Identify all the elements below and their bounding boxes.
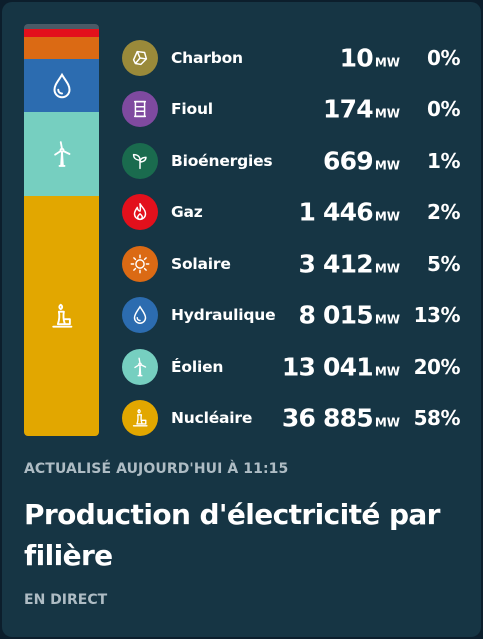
bar-segment-hydraulique: [24, 59, 99, 112]
list-item-fioul[interactable]: Fioul 174 MW 0%: [122, 84, 462, 136]
flame-icon: [122, 194, 158, 231]
power-unit: MW: [374, 415, 400, 430]
power-unit: MW: [374, 158, 400, 173]
water-drop-icon: [52, 72, 71, 98]
sprout-icon: [122, 142, 158, 179]
card-title: Production d'électricité par filière: [24, 498, 440, 572]
source-power: 8 015 MW: [299, 301, 400, 330]
power-unit: MW: [374, 209, 400, 224]
source-name: Éolien: [171, 357, 224, 376]
source-name: Nucléaire: [171, 409, 253, 428]
source-percentage: 0%: [427, 97, 460, 122]
coal-icon: [122, 39, 158, 76]
source-percentage: 2%: [427, 200, 460, 225]
power-value: 13 041: [281, 352, 374, 382]
power-value: 174: [323, 94, 374, 124]
wind-turbine-icon: [122, 348, 158, 385]
source-name: Charbon: [171, 48, 243, 67]
source-power: 36 885 MW: [282, 404, 400, 433]
power-unit: MW: [374, 312, 400, 327]
power-value: 8 015: [298, 300, 374, 330]
power-value: 1 446: [298, 197, 374, 227]
power-value: 10: [339, 43, 374, 73]
power-unit: MW: [374, 261, 400, 276]
bar-segment-nucleaire: [24, 196, 99, 436]
source-name: Gaz: [171, 203, 203, 222]
list-item-nucleaire[interactable]: Nucléaire 36 885 MW 58%: [122, 393, 462, 445]
source-power: 10 MW: [340, 43, 400, 72]
source-percentage: 0%: [427, 45, 460, 70]
sun-icon: [122, 245, 158, 282]
source-percentage: 58%: [413, 406, 461, 431]
power-unit: MW: [374, 55, 400, 70]
list-item-solaire[interactable]: Solaire 3 412 MW 5%: [122, 238, 462, 290]
list-item-eolien[interactable]: Éolien 13 041 MW 20%: [122, 341, 462, 393]
source-power: 1 446 MW: [299, 198, 400, 227]
power-value: 36 885: [281, 403, 374, 433]
bar-segment-solaire: [24, 37, 99, 59]
bar-segment-nucleaire-top-accent: [24, 24, 99, 29]
list-item-bioenergies[interactable]: Bioénergies 669 MW 1%: [122, 135, 462, 187]
source-name: Hydraulique: [171, 306, 276, 325]
power-value: 3 412: [298, 249, 374, 279]
live-label: EN DIRECT: [24, 592, 108, 608]
source-name: Solaire: [171, 254, 231, 273]
source-power: 3 412 MW: [299, 249, 400, 278]
source-name: Bioénergies: [171, 151, 273, 170]
list-item-charbon[interactable]: Charbon 10 MW 0%: [122, 32, 462, 84]
source-percentage: 13%: [413, 303, 461, 328]
list-item-gaz[interactable]: Gaz 1 446 MW 2%: [122, 187, 462, 239]
sources-list: Charbon 10 MW 0% Fioul 174 MW 0% Bioénergi…: [122, 32, 462, 444]
bar-segment-eolien: [24, 112, 99, 196]
wind-turbine-icon: [53, 141, 70, 167]
source-name: Fioul: [171, 100, 213, 119]
power-value: 669: [323, 146, 374, 176]
source-percentage: 20%: [413, 354, 461, 379]
source-power: 669 MW: [323, 146, 400, 175]
source-power: 13 041 MW: [282, 352, 400, 381]
water-drop-icon: [122, 297, 158, 334]
power-unit: MW: [374, 364, 400, 379]
nuclear-plant-icon: [51, 303, 72, 328]
bar-segment-gaz: [24, 29, 99, 37]
source-percentage: 5%: [427, 251, 460, 276]
power-unit: MW: [374, 106, 400, 121]
source-percentage: 1%: [427, 148, 460, 173]
production-stacked-bar: [24, 24, 99, 436]
list-item-hydraulique[interactable]: Hydraulique 8 015 MW 13%: [122, 290, 462, 342]
oil-barrel-icon: [122, 91, 158, 128]
source-power: 174 MW: [323, 95, 400, 124]
nuclear-plant-icon: [122, 400, 158, 437]
last-updated-label: ACTUALISÉ AUJOURD'HUI À 11:15: [24, 461, 289, 477]
